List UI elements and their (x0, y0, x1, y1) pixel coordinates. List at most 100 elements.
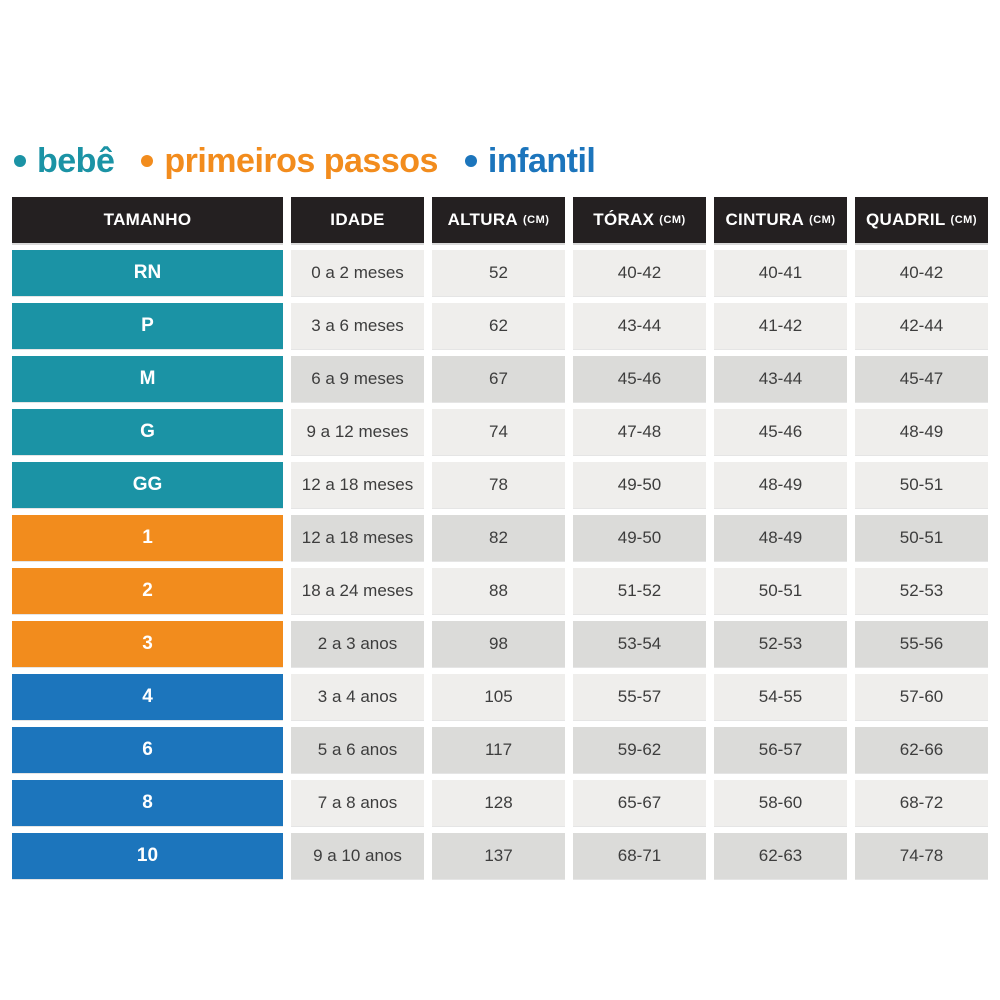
header-label: IDADE (330, 210, 385, 229)
table-row: GG 12 a 18 meses 78 49-50 48-49 50-51 (12, 462, 988, 508)
waist-cell: 48-49 (714, 462, 847, 508)
size-cell: 2 (12, 568, 283, 614)
height-cell: 52 (432, 250, 565, 296)
age-cell: 18 a 24 meses (291, 568, 424, 614)
height-cell: 137 (432, 833, 565, 879)
chest-cell: 51-52 (573, 568, 706, 614)
chest-cell: 53-54 (573, 621, 706, 667)
bullet-dot-icon (141, 155, 154, 167)
waist-cell: 54-55 (714, 674, 847, 720)
waist-cell: 50-51 (714, 568, 847, 614)
height-cell: 98 (432, 621, 565, 667)
chest-cell: 43-44 (573, 303, 706, 349)
waist-cell: 41-42 (714, 303, 847, 349)
height-cell: 128 (432, 780, 565, 826)
size-cell: RN (12, 250, 283, 296)
chest-cell: 40-42 (573, 250, 706, 296)
table-row: RN 0 a 2 meses 52 40-42 40-41 40-42 (12, 250, 988, 296)
size-cell: P (12, 303, 283, 349)
header-unit: (CM) (809, 214, 836, 226)
hip-cell: 55-56 (855, 621, 988, 667)
hip-cell: 50-51 (855, 462, 988, 508)
header-label: CINTURA (725, 210, 805, 229)
header-tamanho: TAMANHO (12, 197, 283, 243)
table-row: 10 9 a 10 anos 137 68-71 62-63 74-78 (12, 833, 988, 879)
age-cell: 6 a 9 meses (291, 356, 424, 402)
age-cell: 9 a 10 anos (291, 833, 424, 879)
header-unit: (CM) (659, 214, 686, 226)
chest-cell: 49-50 (573, 515, 706, 561)
age-cell: 3 a 6 meses (291, 303, 424, 349)
hip-cell: 52-53 (855, 568, 988, 614)
chest-cell: 59-62 (573, 727, 706, 773)
age-cell: 12 a 18 meses (291, 462, 424, 508)
height-cell: 88 (432, 568, 565, 614)
legend: bebê primeiros passos infantil (14, 144, 622, 178)
legend-label-primeiros-passos: primeiros passos (164, 142, 438, 180)
hip-cell: 57-60 (855, 674, 988, 720)
height-cell: 105 (432, 674, 565, 720)
hip-cell: 45-47 (855, 356, 988, 402)
size-cell: 3 (12, 621, 283, 667)
height-cell: 117 (432, 727, 565, 773)
chest-cell: 49-50 (573, 462, 706, 508)
size-cell: GG (12, 462, 283, 508)
chest-cell: 47-48 (573, 409, 706, 455)
bullet-dot-icon (464, 155, 477, 167)
table-header-row: TAMANHO IDADE ALTURA (CM) TÓRAX (CM) CIN… (12, 197, 988, 243)
height-cell: 62 (432, 303, 565, 349)
chest-cell: 68-71 (573, 833, 706, 879)
size-cell: 6 (12, 727, 283, 773)
size-cell: 4 (12, 674, 283, 720)
header-altura: ALTURA (CM) (432, 197, 565, 243)
waist-cell: 40-41 (714, 250, 847, 296)
waist-cell: 62-63 (714, 833, 847, 879)
height-cell: 82 (432, 515, 565, 561)
height-cell: 78 (432, 462, 565, 508)
chest-cell: 65-67 (573, 780, 706, 826)
waist-cell: 56-57 (714, 727, 847, 773)
chest-cell: 45-46 (573, 356, 706, 402)
height-cell: 67 (432, 356, 565, 402)
hip-cell: 42-44 (855, 303, 988, 349)
header-label: TÓRAX (593, 210, 655, 229)
age-cell: 2 a 3 anos (291, 621, 424, 667)
waist-cell: 52-53 (714, 621, 847, 667)
age-cell: 5 a 6 anos (291, 727, 424, 773)
bullet-dot-icon (14, 155, 26, 167)
header-label: QUADRIL (866, 210, 946, 229)
waist-cell: 45-46 (714, 409, 847, 455)
table-row: 1 12 a 18 meses 82 49-50 48-49 50-51 (12, 515, 988, 561)
header-idade: IDADE (291, 197, 424, 243)
age-cell: 7 a 8 anos (291, 780, 424, 826)
size-cell: 10 (12, 833, 283, 879)
legend-item-primeiros-passos: primeiros passos (141, 144, 438, 178)
header-cintura: CINTURA (CM) (714, 197, 847, 243)
hip-cell: 74-78 (855, 833, 988, 879)
header-unit: (CM) (950, 214, 977, 226)
age-cell: 0 a 2 meses (291, 250, 424, 296)
waist-cell: 43-44 (714, 356, 847, 402)
header-quadril: QUADRIL (CM) (855, 197, 988, 243)
hip-cell: 50-51 (855, 515, 988, 561)
header-unit: (CM) (522, 214, 550, 226)
table-body: RN 0 a 2 meses 52 40-42 40-41 40-42 P 3 a 6 mes… (12, 250, 988, 879)
age-cell: 9 a 12 meses (291, 409, 424, 455)
height-cell: 74 (432, 409, 565, 455)
header-label: TAMANHO (103, 210, 192, 229)
legend-label-bebe: bebê (37, 142, 115, 180)
size-cell: 1 (12, 515, 283, 561)
waist-cell: 58-60 (714, 780, 847, 826)
hip-cell: 40-42 (855, 250, 988, 296)
legend-label-infantil: infantil (487, 142, 596, 180)
legend-item-bebe: bebê (14, 142, 115, 180)
size-table: TAMANHO IDADE ALTURA (CM) TÓRAX (CM) CIN… (12, 197, 988, 886)
age-cell: 3 a 4 anos (291, 674, 424, 720)
